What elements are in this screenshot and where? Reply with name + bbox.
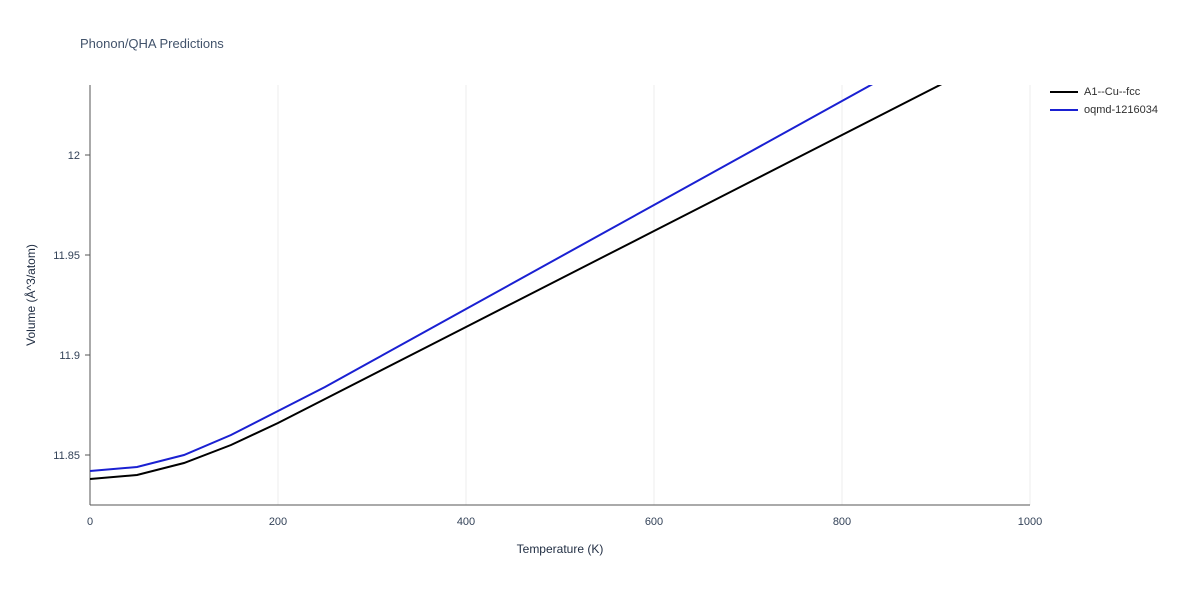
x-tick-label: 400 (457, 516, 475, 528)
y-tick-label: 11.85 (53, 450, 80, 462)
legend-swatch-0 (1050, 91, 1078, 93)
legend-item-1[interactable]: oqmd-1216034 (1050, 102, 1158, 118)
series-line-0[interactable] (90, 39, 1030, 479)
legend-swatch-1 (1050, 109, 1078, 111)
y-tick-label: 11.9 (59, 350, 80, 362)
legend-item-0[interactable]: A1--Cu--fcc (1050, 84, 1158, 100)
x-tick-label: 600 (645, 516, 663, 528)
line-chart[interactable]: 0 200 400 600 800 1000 11.85 11.9 11.95 12 Tempera… (0, 0, 1200, 600)
legend: A1--Cu--fcc oqmd-1216034 (1050, 84, 1158, 120)
legend-label-1: oqmd-1216034 (1084, 104, 1158, 116)
x-axis-label: Temperature (K) (517, 542, 604, 556)
x-tick-label: 800 (833, 516, 851, 528)
x-tick-label: 0 (87, 516, 93, 528)
y-axis-label: Volume (Å^3/atom) (23, 244, 38, 346)
legend-label-0: A1--Cu--fcc (1084, 86, 1140, 98)
y-tick-label: 11.95 (53, 250, 80, 262)
chart-container: Phonon/QHA Predictions 02004006008001000… (0, 0, 1200, 600)
y-tick-label: 12 (68, 150, 80, 162)
x-tick-label: 200 (269, 516, 287, 528)
series-line-1[interactable] (90, 0, 1030, 471)
x-tick-label: 1000 (1018, 516, 1042, 528)
